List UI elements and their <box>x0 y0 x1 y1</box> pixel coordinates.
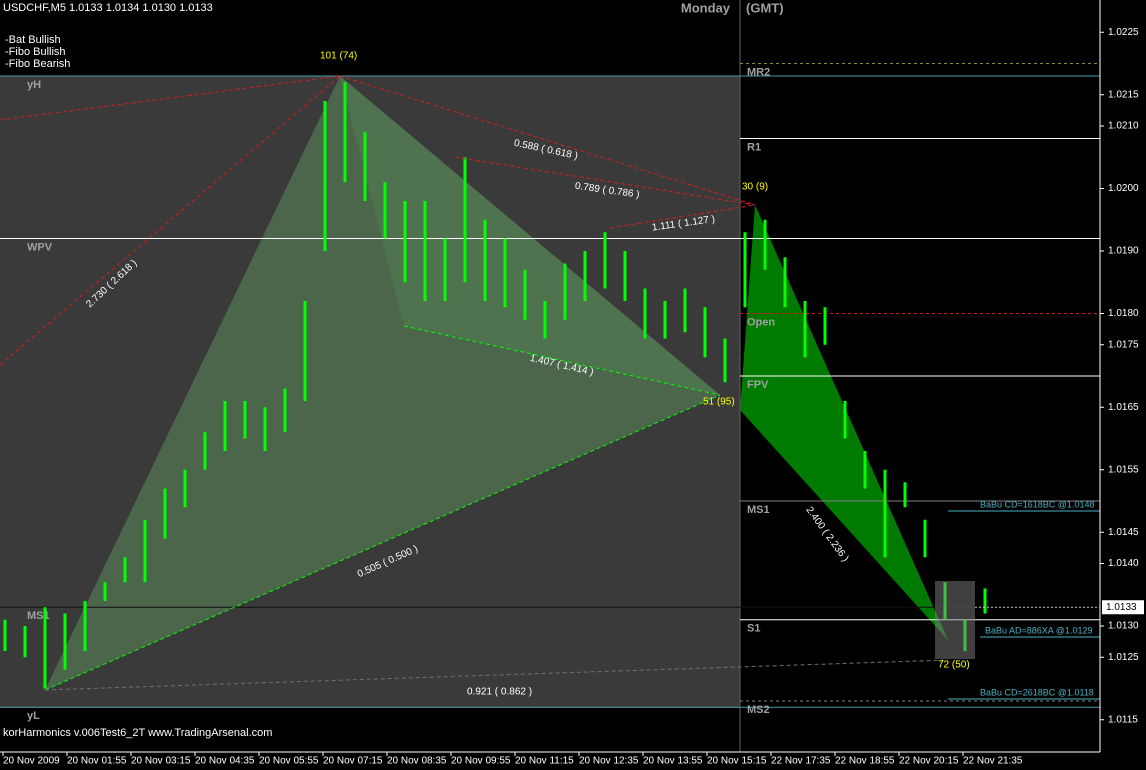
bat-abc <box>340 76 720 395</box>
y-tick-label: 1.0200 <box>1108 183 1139 194</box>
fibo-line <box>0 75 341 366</box>
x-tick-label: 20 Nov 11:15 <box>515 756 574 767</box>
day-label: Monday <box>681 0 731 15</box>
level-label: yL <box>27 710 40 722</box>
x-tick-label: 22 Nov 20:15 <box>899 756 959 767</box>
x-tick-label: 20 Nov 03:15 <box>131 756 191 767</box>
x-tick-label: 22 Nov 18:55 <box>835 756 895 767</box>
x-tick-label: 20 Nov 2009 <box>3 756 60 767</box>
level-label: WPV <box>27 241 53 253</box>
y-tick-label: 1.0155 <box>1108 464 1139 475</box>
y-tick-label: 1.0190 <box>1108 246 1139 257</box>
level-label: MS1 <box>747 504 770 516</box>
legend-entry: -Bat Bullish <box>5 34 61 46</box>
level-label: FPV <box>747 379 769 391</box>
level-label: MS2 <box>747 704 770 716</box>
y-tick-label: 1.0140 <box>1108 558 1139 569</box>
timezone: (GMT) <box>746 0 784 15</box>
y-tick-label: 1.0115 <box>1108 714 1138 725</box>
pattern-lines <box>0 75 975 691</box>
y-tick-label: 1.0130 <box>1108 621 1139 632</box>
babu-label: BaBu CD=2618BC @1.0118 <box>980 687 1094 697</box>
fibo-line <box>44 659 949 691</box>
level-label: Open <box>747 316 775 328</box>
x-tick-label: 22 Nov 17:35 <box>771 756 831 767</box>
annotation: 72 (50) <box>938 660 970 671</box>
babu-label: BaBu CD=1618BC @1.0148 <box>980 499 1094 509</box>
x-tick-label: 20 Nov 09:55 <box>451 756 511 767</box>
fibo-line <box>609 204 756 229</box>
x-tick-label: 20 Nov 08:35 <box>387 756 447 767</box>
y-tick-label: 1.0145 <box>1108 527 1139 538</box>
annotation: 101 (74) <box>320 51 357 62</box>
bat-xab <box>45 76 720 690</box>
y-tick-label: 1.0210 <box>1108 121 1139 132</box>
x-tick-label: 20 Nov 07:15 <box>323 756 383 767</box>
bat-line <box>44 394 721 691</box>
current-price-box <box>1102 600 1144 615</box>
y-tick-label: 1.0215 <box>1108 89 1139 100</box>
annotation: 51 (95) <box>703 397 735 408</box>
x-tick-label: 20 Nov 12:35 <box>579 756 639 767</box>
y-tick-label: 1.0175 <box>1108 339 1139 350</box>
header: USDCHF,M5 1.0133 1.0134 1.0130 1.0133 <box>3 2 213 14</box>
annotation: 30 (9) <box>742 182 768 193</box>
level-label: R1 <box>747 141 761 153</box>
y-tick-label: 1.0125 <box>1108 652 1139 663</box>
y-tick-label: 1.0180 <box>1108 308 1139 319</box>
legend-entry: -Fibo Bullish <box>5 46 66 58</box>
x-tick-label: 20 Nov 13:55 <box>643 756 703 767</box>
bat-line <box>403 325 721 396</box>
current-price-label: 1.0133 <box>1106 602 1137 613</box>
babu-label: BaBu AD=886XA @1.0129 <box>985 625 1092 635</box>
level-label: S1 <box>747 623 760 635</box>
x-tick-label: 20 Nov 01:55 <box>67 756 127 767</box>
x-tick-label: 22 Nov 21:35 <box>963 756 1023 767</box>
fibo-line <box>0 75 341 121</box>
y-tick-label: 1.0165 <box>1108 402 1139 413</box>
completion-zone <box>935 581 975 659</box>
level-label: MR2 <box>747 66 770 78</box>
legend-entry: -Fibo Bearish <box>5 58 70 70</box>
y-tick-label: 1.0225 <box>1108 27 1139 38</box>
annotation: 0.921 ( 0.862 ) <box>467 687 532 698</box>
x-tick-label: 20 Nov 05:55 <box>259 756 319 767</box>
level-label: yH <box>27 79 41 91</box>
fibo-line <box>454 156 756 206</box>
footer: korHarmonics v.006Test6_2T www.TradingAr… <box>3 727 272 739</box>
fibo-line <box>339 75 756 206</box>
x-tick-label: 20 Nov 04:35 <box>195 756 255 767</box>
x-tick-label: 20 Nov 15:15 <box>707 756 767 767</box>
